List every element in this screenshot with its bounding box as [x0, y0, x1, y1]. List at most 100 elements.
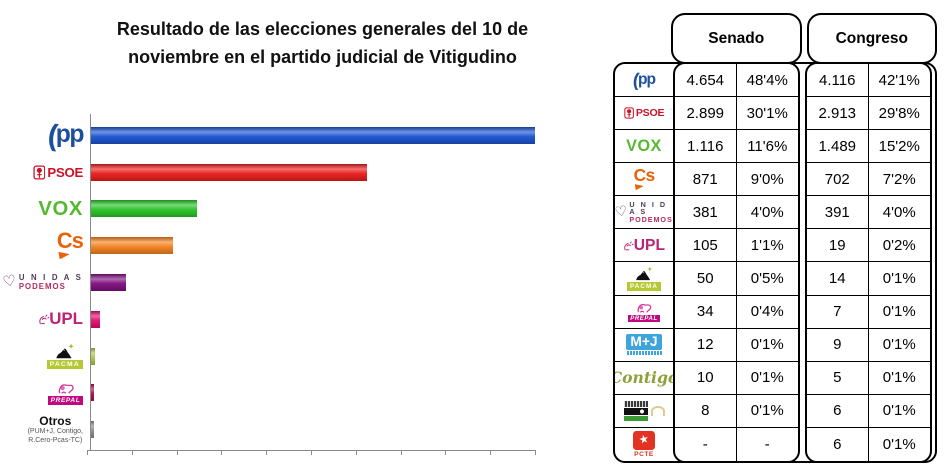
- congreso-header: Congreso: [806, 13, 937, 64]
- vox-bar: [90, 200, 197, 218]
- congreso-pct-cell: 29'8%: [868, 97, 930, 131]
- cs-logo-cell: Cs: [615, 163, 673, 197]
- axis-tick: [445, 451, 447, 455]
- bar-row-pacma: PACMA: [0, 338, 535, 375]
- prepal-logo: PREPAL: [48, 381, 83, 405]
- congreso-pct-cell: 7'2%: [868, 163, 930, 197]
- axis-tick: [355, 451, 357, 455]
- congreso-pct-cell: 0'1%: [868, 262, 930, 296]
- contigo-logo-cell: Contigo: [615, 362, 673, 395]
- heart-icon: ♡: [1, 272, 19, 292]
- congreso-column-group: 4.116 42'1% 2.913 29'8% 1.489 15'2% 702 …: [805, 62, 932, 463]
- prepal-logo-cell: PREPAL: [615, 296, 673, 329]
- cs-logo: Cs: [57, 229, 84, 260]
- congreso-pct-cell: 0'1%: [882, 435, 916, 453]
- axis-tick: [534, 451, 536, 455]
- senado-pct-cell: 0'1%: [736, 329, 798, 362]
- congreso-votes-cell: 5: [807, 361, 869, 395]
- vox-logo: VOX: [38, 197, 83, 220]
- congreso-votes-cell: 4.116: [807, 64, 869, 98]
- unidas-podemos-logo: ♡ U N I D A S PODEMOS: [1, 272, 83, 292]
- upl-lion-icon: [624, 241, 634, 251]
- pcte-emblem-icon: ★: [632, 431, 656, 450]
- axis-tick: [310, 451, 312, 455]
- senado-pct-cell: 0'4%: [736, 296, 798, 329]
- psoe-fist-rose-icon: [33, 165, 45, 180]
- chart-title-line1: Resultado de las elecciones generales de…: [116, 19, 529, 39]
- senado-votes-cell: 8: [675, 394, 737, 428]
- prepal-lion-icon: [637, 303, 652, 313]
- congreso-pct-cell: 0'1%: [868, 395, 930, 428]
- bar-row-unidas-podemos: ♡ U N I D A S PODEMOS: [0, 264, 535, 301]
- psoe-fist-rose-icon: [624, 107, 634, 119]
- congreso-votes-cell: 6: [807, 394, 869, 428]
- congreso-pct-cell: 0'1%: [868, 296, 930, 329]
- unidas-podemos-logo-cell: ♡ U N I D A S PODEMOS: [615, 196, 673, 230]
- y-axis-line: [90, 114, 91, 450]
- congreso-votes-cell: 1.489: [807, 130, 869, 164]
- psoe-bar: [90, 163, 368, 181]
- secondary-arch-icon: [650, 405, 665, 416]
- prepal-bar: [90, 384, 94, 402]
- senado-pct-cell: -: [764, 435, 770, 453]
- mj-caption-strip: [626, 351, 662, 356]
- pacma-logo: PACMA: [46, 343, 83, 369]
- senado-pct-cell: 4'0%: [736, 196, 798, 230]
- congreso-pct-cell: 0'2%: [868, 229, 930, 263]
- congreso-votes-cell: 19: [807, 229, 869, 263]
- congreso-votes-cell: 14: [807, 262, 869, 296]
- table-header-row: Senado Congreso: [671, 13, 937, 64]
- senado-pct-cell: 30'1%: [736, 97, 798, 131]
- upl-logo-cell: UPL: [615, 229, 673, 263]
- unidas-podemos-bar: [90, 274, 127, 292]
- senado-header: Senado: [671, 13, 802, 64]
- recortes-cero-mark-icon: [623, 400, 648, 421]
- axis-tick: [400, 451, 402, 455]
- pcte-logo-cell: ★ PCTE: [632, 431, 656, 458]
- recortes-cero-logo-cell: [615, 395, 673, 428]
- senado-votes-cell: 10: [675, 361, 737, 395]
- upl-bar: [90, 310, 101, 328]
- senado-votes-cell: 50: [675, 262, 737, 296]
- axis-tick: [221, 451, 223, 455]
- bar-row-vox: VOX: [0, 191, 535, 228]
- upl-logo: UPL: [38, 310, 83, 328]
- axis-tick: [266, 451, 268, 455]
- congreso-pct-cell: 0'1%: [868, 329, 930, 362]
- senado-pct-cell: 0'5%: [736, 262, 798, 296]
- pacma-animals-icon: [636, 266, 653, 281]
- psoe-logo-cell: PSOE: [615, 97, 673, 131]
- congreso-pct-cell: 15'2%: [868, 130, 930, 164]
- mj-logo-cell: M+J: [615, 329, 673, 362]
- pacma-bar: [90, 347, 95, 365]
- table-body: (pp PSOE VOX Cs ♡ U N I D: [613, 62, 937, 463]
- axis-tick: [131, 451, 133, 455]
- pp-logo: (pp: [46, 118, 84, 153]
- pacma-logo-cell: PACMA: [615, 262, 673, 296]
- bar-row-cs: Cs: [0, 227, 535, 264]
- congreso-pct-cell: 4'0%: [868, 196, 930, 230]
- congreso-votes-cell: 391: [807, 196, 869, 230]
- congreso-pct-cell: 0'1%: [868, 362, 930, 395]
- otros-label: Otros (PUM+J, Contigo, R.Cero-Pcas-TC): [27, 414, 83, 444]
- bar-row-upl: UPL: [0, 301, 535, 338]
- otros-bar: [90, 421, 94, 439]
- pacma-animals-icon: [56, 343, 75, 359]
- vox-logo-cell: VOX: [615, 130, 673, 164]
- prepal-lion-icon: [58, 384, 74, 394]
- axis-tick: [176, 451, 178, 455]
- senado-votes-cell: 2.899: [675, 97, 737, 131]
- results-table: Senado Congreso (pp PSOE VOX Cs: [613, 13, 937, 463]
- bar-row-pp: (pp: [0, 117, 535, 154]
- senado-votes-cell: 871: [675, 163, 737, 197]
- bar-row-psoe: PSOE: [0, 154, 535, 191]
- senado-votes-cell: 381: [675, 196, 737, 230]
- senado-votes-cell: 105: [675, 229, 737, 263]
- congreso-votes-cell: 702: [807, 163, 869, 197]
- senado-votes-cell: 1.116: [675, 130, 737, 164]
- congreso-votes-cell: 2.913: [807, 97, 869, 131]
- chart-title: Resultado de las elecciones generales de…: [75, 16, 570, 72]
- congreso-votes-cell: 9: [807, 328, 869, 362]
- pp-bar: [90, 126, 535, 144]
